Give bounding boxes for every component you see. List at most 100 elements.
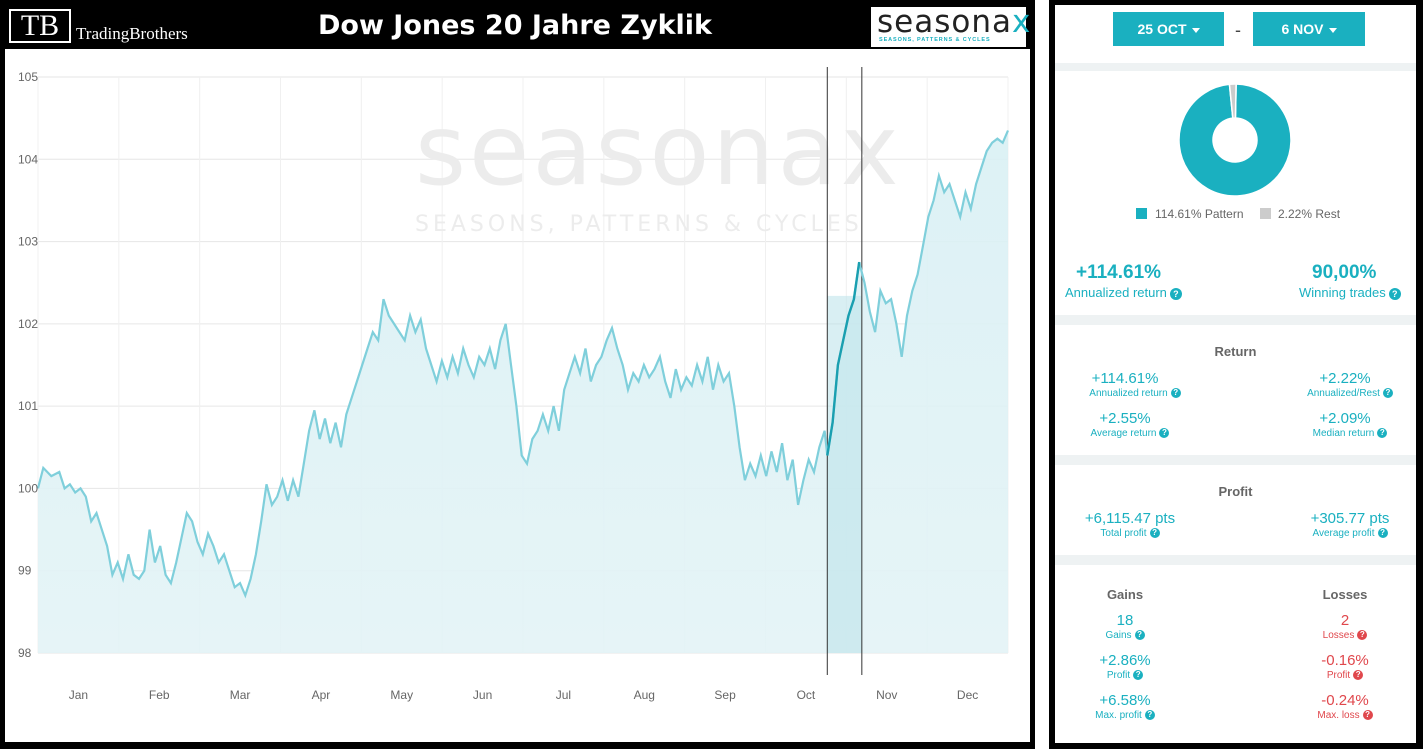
highlight-window-fill xyxy=(827,295,862,653)
losses-profit-label: Profit? xyxy=(1305,670,1385,681)
y-tick-label: 98 xyxy=(18,646,32,660)
losses-max-label: Max. loss? xyxy=(1295,710,1395,721)
watermark-word: seasonax xyxy=(415,94,902,208)
stats-panel: 25 OCT - 6 NOV 114.61% Pattern 2.22% Res… xyxy=(1049,0,1423,749)
y-tick-label: 99 xyxy=(18,564,32,578)
total-profit-value: +6,115.47 pts xyxy=(1084,510,1176,527)
ret-median-value: +2.09% xyxy=(1319,410,1371,427)
chevron-down-icon xyxy=(1191,27,1200,33)
help-icon[interactable]: ? xyxy=(1382,388,1393,399)
y-tick-label: 103 xyxy=(18,235,38,249)
brand-word: seasona xyxy=(877,4,1012,40)
chart-area: seasonax SEASONS, PATTERNS & CYCLES 98 99… xyxy=(5,49,1030,742)
profit-title: Profit xyxy=(1218,484,1253,499)
ret-median-label: Median return? xyxy=(1295,428,1405,439)
date-from-label: 25 OCT xyxy=(1137,21,1187,37)
tradingbrothers-name: TradingBrothers xyxy=(76,24,188,43)
seasonax-logo: seasonax SEASONS, PATTERNS & CYCLES xyxy=(871,4,1030,47)
help-icon[interactable]: ? xyxy=(1133,670,1144,681)
gains-count-value: 18 xyxy=(1116,612,1134,629)
winning-trades-value: 90,00% xyxy=(1312,262,1377,283)
help-icon[interactable]: ? xyxy=(1362,710,1373,721)
help-icon[interactable]: ? xyxy=(1134,630,1145,641)
help-icon[interactable]: ? xyxy=(1388,287,1401,300)
help-icon[interactable]: ? xyxy=(1357,630,1368,641)
ret-average-value: +2.55% xyxy=(1099,410,1151,427)
winning-trades-label: Winning trades? xyxy=(1299,285,1401,300)
tradingbrothers-logo: TB xyxy=(9,9,71,43)
area-fill xyxy=(38,130,1008,653)
date-from-dropdown[interactable]: 25 OCT xyxy=(1113,12,1224,46)
brand-tagline: SEASONS, PATTERNS & CYCLES xyxy=(879,37,991,43)
gains-count-label: Gains? xyxy=(1085,630,1165,641)
help-icon[interactable]: ? xyxy=(1170,388,1181,399)
help-icon[interactable]: ? xyxy=(1377,528,1388,539)
help-icon[interactable]: ? xyxy=(1353,670,1364,681)
x-tick-label: Jun xyxy=(473,688,492,702)
y-tick-label: 100 xyxy=(18,481,38,495)
legend-rest: 2.22% Rest xyxy=(1278,207,1341,221)
summary-section: 114.61% Pattern 2.22% Rest +114.61% Annu… xyxy=(1055,71,1416,315)
gains-profit-value: +2.86% xyxy=(1099,652,1151,669)
chart-title: Dow Jones 20 Jahre Zyklik xyxy=(318,10,712,41)
y-tick-label: 101 xyxy=(18,399,38,413)
total-profit-label: Total profit? xyxy=(1065,528,1195,539)
help-icon[interactable]: ? xyxy=(1149,528,1160,539)
x-axis: Jan Feb Mar Apr May Jun Jul Aug Sep Oct Nov Dec xyxy=(69,688,979,702)
ret-rest-value: +2.22% xyxy=(1319,370,1371,387)
x-tick-label: May xyxy=(390,688,413,702)
y-tick-label: 102 xyxy=(18,317,38,331)
ret-annualized-value: +114.61% xyxy=(1091,370,1159,387)
x-tick-label: Sep xyxy=(714,688,736,702)
legend-pattern-swatch xyxy=(1136,208,1147,219)
help-icon[interactable]: ? xyxy=(1169,287,1182,300)
losses-count-value: 2 xyxy=(1340,612,1350,629)
legend-pattern: 114.61% Pattern xyxy=(1155,207,1244,221)
losses-title: Losses xyxy=(1322,587,1368,602)
chevron-down-icon xyxy=(1328,27,1337,33)
losses-max-value: -0.24% xyxy=(1321,692,1369,709)
gains-max-value: +6.58% xyxy=(1099,692,1151,709)
brand-x: x xyxy=(1011,4,1032,40)
date-separator: - xyxy=(1235,20,1241,40)
x-tick-label: Jul xyxy=(556,688,571,702)
x-tick-label: Nov xyxy=(876,688,897,702)
x-tick-label: Dec xyxy=(957,688,978,702)
average-profit-label: Average profit? xyxy=(1295,528,1405,539)
highlight-series-line xyxy=(826,261,861,456)
x-tick-label: Mar xyxy=(230,688,251,702)
line-chart: seasonax SEASONS, PATTERNS & CYCLES 98 99… xyxy=(18,67,1010,702)
gains-title: Gains xyxy=(1106,587,1144,602)
y-tick-label: 105 xyxy=(18,70,38,84)
y-axis: 98 99 100 101 102 103 104 105 xyxy=(18,70,38,660)
x-tick-label: Jan xyxy=(69,688,88,702)
help-icon[interactable]: ? xyxy=(1144,710,1155,721)
average-profit-value: +305.77 pts xyxy=(1310,510,1390,527)
x-tick-label: Apr xyxy=(312,688,331,702)
ret-average-label: Average return? xyxy=(1065,428,1195,439)
x-tick-label: Aug xyxy=(634,688,655,702)
pie-chart xyxy=(1178,83,1292,197)
legend-rest-swatch xyxy=(1260,208,1271,219)
gains-losses-section: Gains Losses 18 Gains? 2 Losses? +2.86% … xyxy=(1055,565,1416,743)
return-title: Return xyxy=(1214,344,1257,359)
annualized-return-label: Annualized return? xyxy=(1065,285,1182,300)
ret-annualized-label: Annualized return? xyxy=(1065,388,1205,399)
annualized-return-value: +114.61% xyxy=(1076,262,1162,283)
plot-layer xyxy=(36,67,1010,675)
date-range-section: 25 OCT - 6 NOV xyxy=(1055,5,1416,63)
chart-panel: TB TradingBrothers Dow Jones 20 Jahre Zy… xyxy=(0,0,1035,749)
x-tick-label: Feb xyxy=(149,688,170,702)
help-icon[interactable]: ? xyxy=(1159,428,1170,439)
gains-max-label: Max. profit? xyxy=(1075,710,1175,721)
pie-slice-rest xyxy=(1228,83,1237,119)
profit-section: Profit +6,115.47 pts Total profit? +305.… xyxy=(1055,465,1416,555)
ret-rest-label: Annualized/Rest? xyxy=(1295,388,1405,399)
y-tick-label: 104 xyxy=(18,152,38,166)
watermark-tagline: SEASONS, PATTERNS & CYCLES xyxy=(415,212,863,237)
return-section: Return +114.61% Annualized return? +2.22… xyxy=(1055,325,1416,455)
losses-profit-value: -0.16% xyxy=(1321,652,1369,669)
date-to-label: 6 NOV xyxy=(1281,21,1324,37)
help-icon[interactable]: ? xyxy=(1377,428,1388,439)
date-to-dropdown[interactable]: 6 NOV xyxy=(1253,12,1365,46)
